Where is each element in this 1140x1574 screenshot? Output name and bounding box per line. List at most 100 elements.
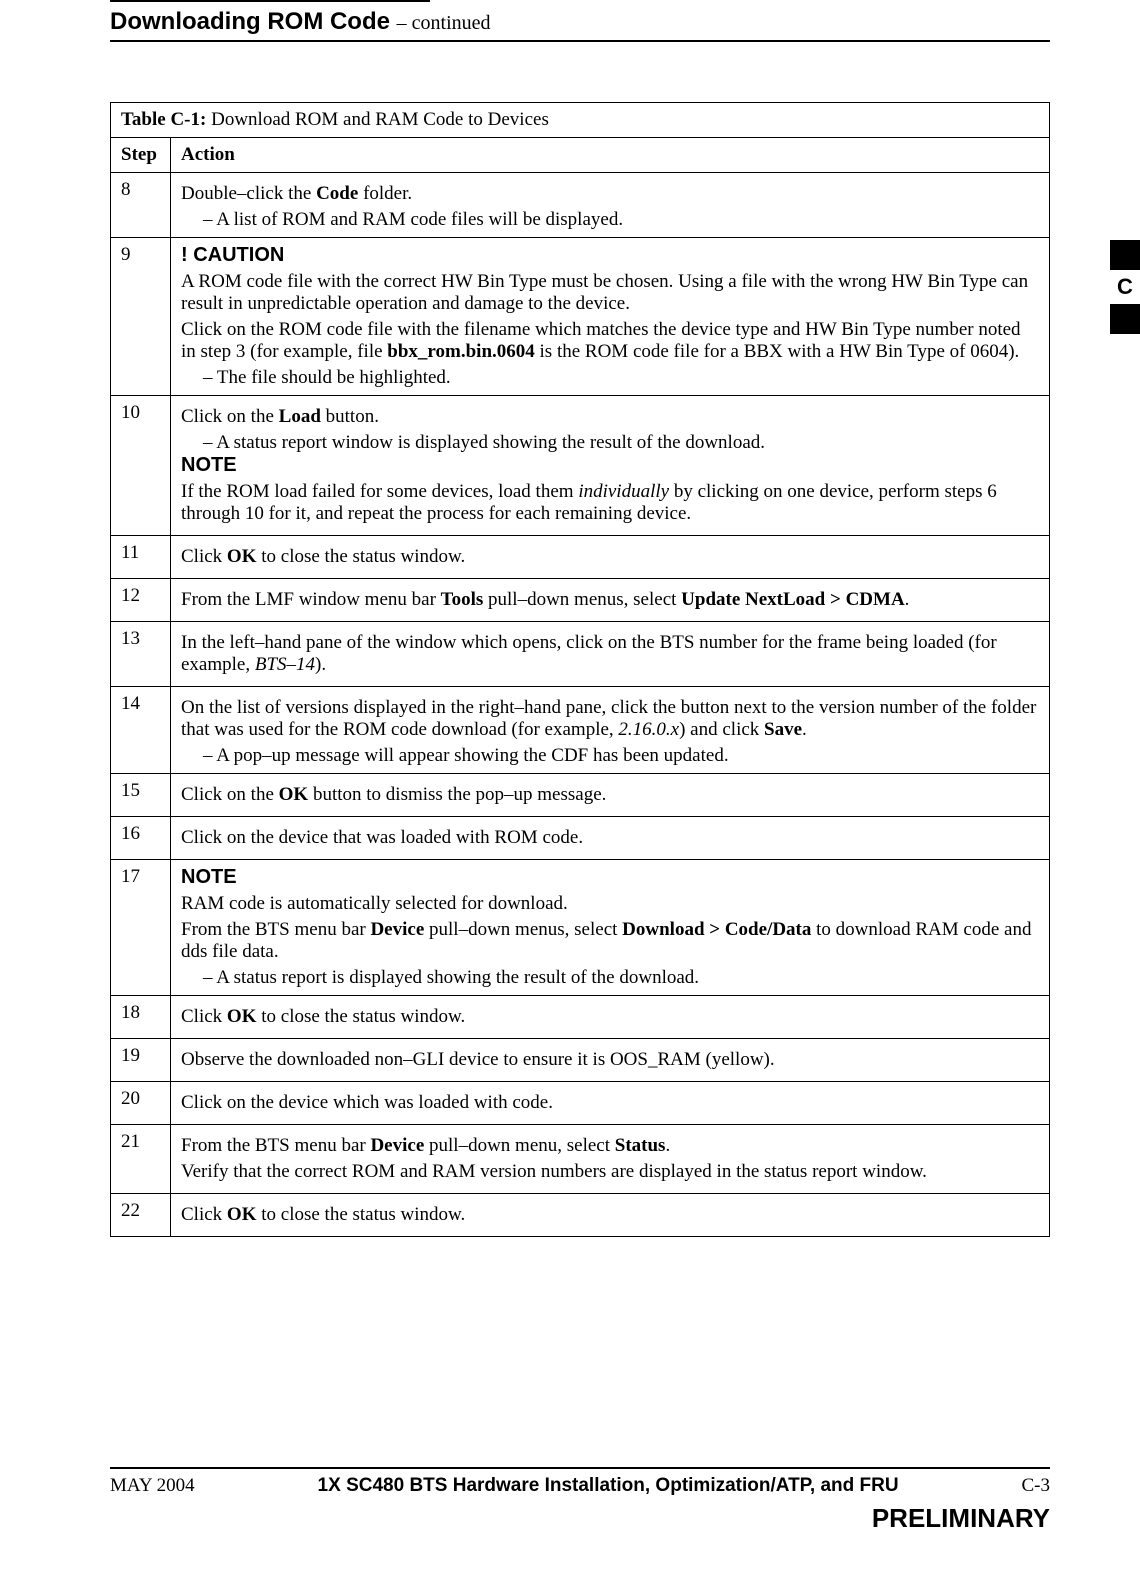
action-paragraph: Click on the device which was loaded wit… [181, 1092, 1039, 1114]
italic-term: individually [578, 481, 669, 502]
procedure-table: Table C-1: Download ROM and RAM Code to … [110, 102, 1050, 1237]
sub-list: A list of ROM and RAM code files will be… [203, 209, 1039, 231]
callout-title: NOTE [181, 454, 1039, 477]
bold-term: OK [227, 1006, 257, 1027]
action-cell: Click OK to close the status window. [171, 1194, 1050, 1237]
action-cell: Click on the device which was loaded wit… [171, 1082, 1050, 1125]
action-line: Click on the OK button to dismiss the po… [181, 784, 1039, 806]
table-row: 8 Double–click the Code folder. A list of … [111, 173, 1050, 238]
side-tab-bottom-block [1110, 304, 1140, 334]
header-rule [110, 40, 1050, 42]
action-paragraph: A ROM code file with the correct HW Bin … [181, 271, 1039, 315]
action-line: In the left–hand pane of the window whic… [181, 632, 1039, 676]
table-caption-label: Table C-1: [121, 109, 206, 130]
table-row: 17 NOTE RAM code is automatically selected… [111, 860, 1050, 996]
action-line: On the list of versions displayed in the… [181, 697, 1039, 741]
action-paragraph: Verify that the correct ROM and RAM vers… [181, 1161, 1039, 1183]
bold-term: Load [279, 406, 321, 427]
step-number: 10 [111, 396, 171, 536]
table-row: 16 Click on the device that was loaded wi… [111, 817, 1050, 860]
action-cell: From the BTS menu bar Device pull–down m… [171, 1125, 1050, 1194]
table-row: 20 Click on the device which was loaded w… [111, 1082, 1050, 1125]
step-number: 17 [111, 860, 171, 996]
bold-term: Device [370, 1135, 424, 1156]
step-number: 9 [111, 238, 171, 396]
action-line: From the BTS menu bar Device pull–down m… [181, 1135, 1039, 1157]
footer-preliminary: PRELIMINARY [110, 1503, 1050, 1534]
bold-term: OK [227, 1204, 257, 1225]
action-paragraph: Observe the downloaded non–GLI device to… [181, 1049, 1039, 1071]
sub-list: A status report is displayed showing the… [203, 967, 1039, 989]
top-rule [110, 0, 430, 2]
step-number: 22 [111, 1194, 171, 1237]
action-cell: Double–click the Code folder. A list of R… [171, 173, 1050, 238]
action-cell: In the left–hand pane of the window whic… [171, 622, 1050, 687]
footer-left: MAY 2004 [110, 1475, 195, 1497]
action-cell: On the list of versions displayed in the… [171, 687, 1050, 774]
table-row: 22 Click OK to close the status window. [111, 1194, 1050, 1237]
table-row: 19 Observe the downloaded non–GLI device … [111, 1039, 1050, 1082]
table-caption: Table C-1: Download ROM and RAM Code to … [111, 103, 1050, 138]
bold-term: OK [279, 784, 309, 805]
action-line: Double–click the Code folder. [181, 183, 1039, 205]
col-action-header: Action [171, 138, 1050, 173]
sub-list: A pop–up message will appear showing the… [203, 745, 1039, 767]
callout-title: ! CAUTION [181, 244, 1039, 267]
action-cell: ! CAUTION A ROM code file with the correc… [171, 238, 1050, 396]
step-number: 12 [111, 579, 171, 622]
sub-list-item: The file should be highlighted. [203, 367, 451, 388]
sub-list-item: A pop–up message will appear showing the… [203, 745, 729, 766]
col-step-header: Step [111, 138, 171, 173]
step-number: 18 [111, 996, 171, 1039]
bold-term: OK [227, 546, 257, 567]
side-tab-top-block [1110, 240, 1140, 270]
action-cell: Click on the OK button to dismiss the po… [171, 774, 1050, 817]
header-title: Downloading ROM Code [110, 8, 390, 35]
step-number: 13 [111, 622, 171, 687]
table-caption-text: Download ROM and RAM Code to Devices [206, 109, 549, 130]
action-line: Click OK to close the status window. [181, 1006, 1039, 1028]
italic-term: BTS–14 [255, 654, 315, 675]
action-cell: Observe the downloaded non–GLI device to… [171, 1039, 1050, 1082]
table-row: 14On the list of versions displayed in t… [111, 687, 1050, 774]
running-header: Downloading ROM Code – continued [110, 8, 1050, 36]
table-row: 18 Click OK to close the status window. [111, 996, 1050, 1039]
action-cell: Click OK to close the status window. [171, 536, 1050, 579]
action-cell: Click on the device that was loaded with… [171, 817, 1050, 860]
step-number: 19 [111, 1039, 171, 1082]
callout-title: NOTE [181, 866, 1039, 889]
bold-term: bbx_rom.bin.0604 [387, 341, 534, 362]
step-number: 15 [111, 774, 171, 817]
action-cell: NOTE RAM code is automatically selected f… [171, 860, 1050, 996]
header-continued: – continued [397, 12, 491, 34]
action-line: Click on the Load button. [181, 406, 1039, 428]
bold-term: Code [316, 183, 358, 204]
step-number: 8 [111, 173, 171, 238]
bold-term: Save [764, 719, 802, 740]
table-row: 12From the LMF window menu bar Tools pul… [111, 579, 1050, 622]
table-row: 21From the BTS menu bar Device pull–down… [111, 1125, 1050, 1194]
action-paragraph: RAM code is automatically selected for d… [181, 893, 1039, 915]
step-number: 20 [111, 1082, 171, 1125]
action-line: If the ROM load failed for some devices,… [181, 481, 1039, 525]
action-line: Click on the ROM code file with the file… [181, 319, 1039, 363]
sub-list: The file should be highlighted. [203, 367, 1039, 389]
action-paragraph: Click on the device that was loaded with… [181, 827, 1039, 849]
action-line: From the BTS menu bar Device pull–down m… [181, 919, 1039, 963]
table-row: 11Click OK to close the status window. [111, 536, 1050, 579]
sub-list-item: A status report is displayed showing the… [203, 967, 699, 988]
bold-term: Status [615, 1135, 666, 1156]
step-number: 16 [111, 817, 171, 860]
sub-list: A status report window is displayed show… [203, 432, 1039, 454]
bold-term: Device [370, 919, 424, 940]
step-number: 11 [111, 536, 171, 579]
footer-center: 1X SC480 BTS Hardware Installation, Opti… [318, 1475, 899, 1497]
action-line: Click OK to close the status window. [181, 1204, 1039, 1226]
sub-list-item: A list of ROM and RAM code files will be… [203, 209, 623, 230]
table-row: 15 Click on the OK button to dismiss the … [111, 774, 1050, 817]
page-footer: MAY 2004 1X SC480 BTS Hardware Installat… [110, 1467, 1050, 1497]
bold-term: Update NextLoad > CDMA [681, 589, 905, 610]
italic-term: 2.16.0.x [618, 719, 679, 740]
side-tab: C [1110, 240, 1140, 334]
sub-list-item: A status report window is displayed show… [203, 432, 765, 453]
